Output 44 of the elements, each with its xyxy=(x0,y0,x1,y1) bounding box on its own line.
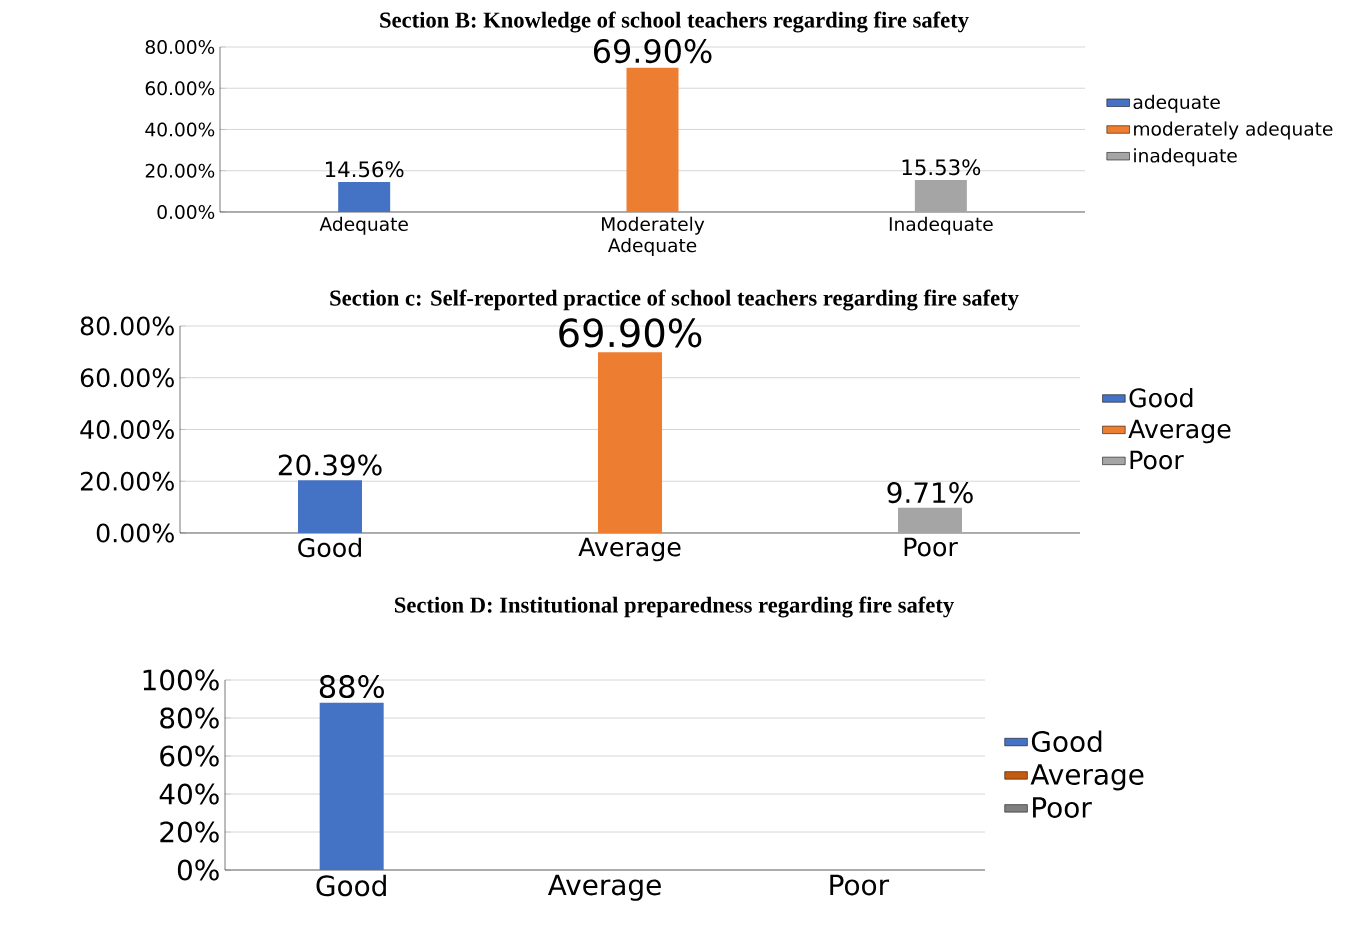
y-tick-label: 80.00% xyxy=(145,39,215,55)
data-label: 14.56% xyxy=(325,161,404,178)
x-tick-label: Moderately Adequate xyxy=(602,216,705,256)
y-tick-label: 0.00% xyxy=(96,523,174,543)
y-tick-label: 20.00% xyxy=(145,163,215,178)
x-tick-label: Good xyxy=(298,537,361,558)
y-tick-label: 40.00% xyxy=(145,122,215,137)
chart-title: Section c: Self-reported practice of school teachers regarding fire safety xyxy=(330,289,1019,311)
legend-label: Poor xyxy=(1033,797,1092,818)
y-tick-label: 80.00% xyxy=(80,316,174,336)
y-tick-label: 100% xyxy=(143,669,219,691)
y-tick-label: 0.00% xyxy=(157,204,215,220)
data-label: 15.53% xyxy=(902,159,981,176)
data-label: 88% xyxy=(319,674,384,699)
x-tick-label: Good xyxy=(316,874,386,897)
x-tick-label: Poor xyxy=(830,874,890,896)
legend-label: Good xyxy=(1129,387,1193,408)
y-tick-label: 20.00% xyxy=(80,471,174,491)
legend-label: Average xyxy=(1128,419,1231,444)
legend-label: Poor xyxy=(1130,450,1184,470)
y-tick-label: 60.00% xyxy=(145,81,215,96)
legend-label: Good xyxy=(1031,730,1102,753)
legend-label: Average xyxy=(1030,764,1144,791)
chart-title: Section B: Knowledge of school teachers regarding fire safety xyxy=(380,11,969,33)
data-label: 69.90% xyxy=(593,39,712,64)
y-tick-label: 20% xyxy=(160,821,219,843)
y-tick-label: 80% xyxy=(160,707,219,729)
legend-label: inadequate xyxy=(1134,148,1237,167)
x-tick-label: Adequate xyxy=(319,216,408,235)
y-tick-label: 40% xyxy=(159,783,219,805)
y-tick-label: 40.00% xyxy=(80,419,174,440)
y-tick-label: 0% xyxy=(177,859,219,881)
data-label: 9.71% xyxy=(887,482,973,504)
legend-label: adequate xyxy=(1133,94,1220,113)
x-tick-label: Inadequate xyxy=(889,216,993,235)
x-tick-label: Average xyxy=(547,874,661,901)
x-tick-label: Poor xyxy=(904,537,958,557)
y-tick-label: 60.00% xyxy=(80,368,174,388)
chart-title: Section D: Institutional preparedness regarding fire safety xyxy=(395,596,954,618)
legend-label: moderately adequate xyxy=(1134,121,1333,140)
data-label: 20.39% xyxy=(278,454,382,476)
y-tick-label: 60% xyxy=(160,745,219,767)
x-tick-label: Average xyxy=(578,537,681,562)
data-label: 69.90% xyxy=(559,318,702,348)
